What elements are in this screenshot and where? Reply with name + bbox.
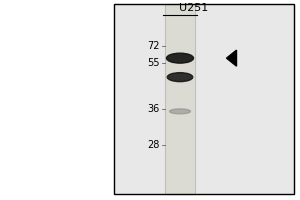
- Ellipse shape: [167, 53, 194, 63]
- Text: U251: U251: [179, 3, 208, 13]
- Text: 28: 28: [148, 140, 160, 150]
- Text: 72: 72: [148, 41, 160, 51]
- Bar: [165, 4, 195, 194]
- Bar: [114, 4, 294, 194]
- Text: 36: 36: [148, 104, 160, 114]
- Ellipse shape: [167, 73, 193, 82]
- Bar: [114, 4, 294, 194]
- Polygon shape: [226, 50, 236, 66]
- Ellipse shape: [169, 109, 190, 114]
- Text: 55: 55: [148, 58, 160, 68]
